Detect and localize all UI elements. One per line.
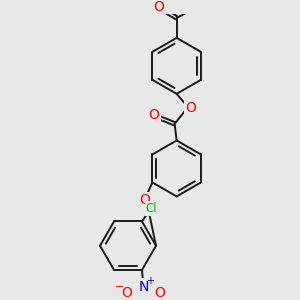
Text: +: +	[146, 276, 154, 286]
Text: O: O	[148, 108, 159, 122]
Text: O: O	[121, 286, 132, 300]
Text: O: O	[154, 286, 165, 300]
Text: N: N	[139, 280, 149, 294]
Text: Cl: Cl	[146, 202, 157, 215]
Text: O: O	[139, 193, 150, 207]
Text: O: O	[185, 101, 196, 115]
Text: −: −	[115, 282, 125, 292]
Text: O: O	[153, 0, 164, 14]
